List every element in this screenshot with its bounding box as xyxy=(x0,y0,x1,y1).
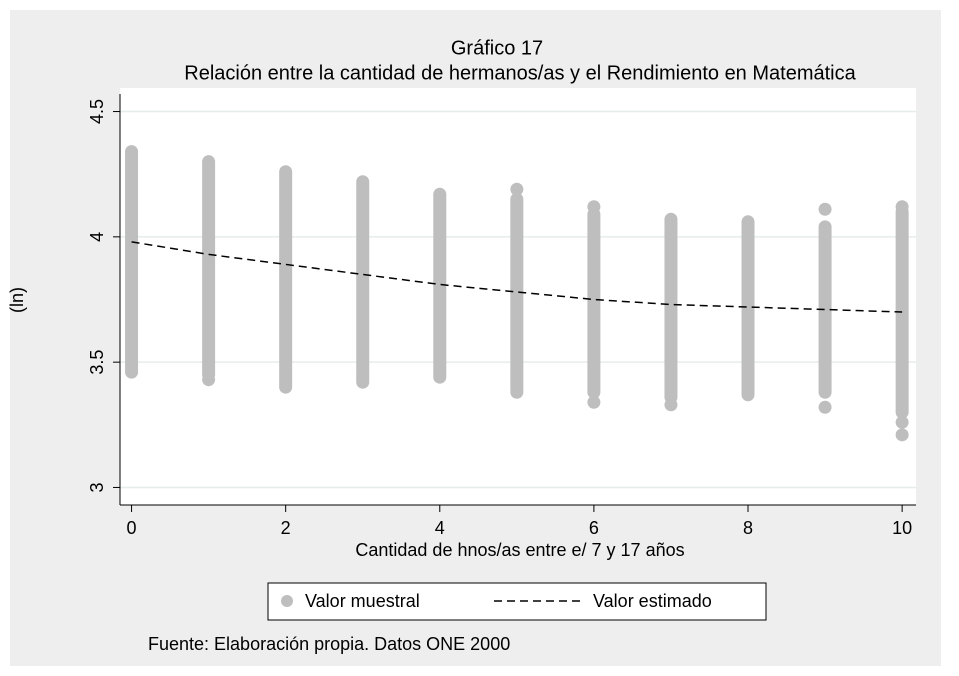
sample-point xyxy=(664,398,678,412)
sample-strip xyxy=(818,220,832,399)
sample-point xyxy=(818,400,832,414)
y-axis-title: (ln) xyxy=(7,287,27,313)
sample-point xyxy=(895,415,909,429)
sample-strip xyxy=(664,212,678,404)
sample-strip xyxy=(510,192,524,397)
x-tick-label: 8 xyxy=(743,518,753,538)
source-note: Fuente: Elaboración propia. Datos ONE 20… xyxy=(148,634,510,654)
x-tick-label: 6 xyxy=(589,518,599,538)
sample-point xyxy=(895,428,909,442)
x-axis-title: Cantidad de hnos/as entre e/ 7 y 17 años xyxy=(355,540,684,560)
chart-title: Gráfico 17 xyxy=(451,37,543,59)
sample-strip xyxy=(895,205,909,419)
x-tick-label: 2 xyxy=(281,518,291,538)
legend-symbol xyxy=(281,595,293,607)
sample-strip xyxy=(356,175,370,389)
y-tick-label: 4 xyxy=(87,232,107,242)
y-tick-label: 3 xyxy=(87,482,107,492)
legend-label: Valor estimado xyxy=(593,591,712,611)
x-tick-label: 4 xyxy=(435,518,445,538)
legend xyxy=(267,582,767,621)
sample-strip xyxy=(587,207,601,399)
sample-point xyxy=(510,385,524,399)
sample-strip xyxy=(202,155,216,382)
sample-point xyxy=(587,200,601,214)
sample-strip xyxy=(279,165,293,392)
sample-strip xyxy=(433,187,447,384)
y-tick-label: 3.5 xyxy=(87,350,107,375)
chart-subtitle: Relación entre la cantidad de hermanos/a… xyxy=(184,62,856,84)
y-tick-label: 4.5 xyxy=(87,99,107,124)
sample-point xyxy=(587,395,601,409)
sample-point xyxy=(202,373,216,387)
x-tick-label: 10 xyxy=(892,518,912,538)
x-tick-label: 0 xyxy=(127,518,137,538)
sample-strip xyxy=(741,215,755,402)
sample-point xyxy=(510,182,524,196)
legend-label: Valor muestral xyxy=(305,591,420,611)
sample-point xyxy=(279,380,293,394)
sample-point xyxy=(818,202,832,216)
sample-point xyxy=(895,200,909,214)
sample-strip xyxy=(125,145,139,379)
